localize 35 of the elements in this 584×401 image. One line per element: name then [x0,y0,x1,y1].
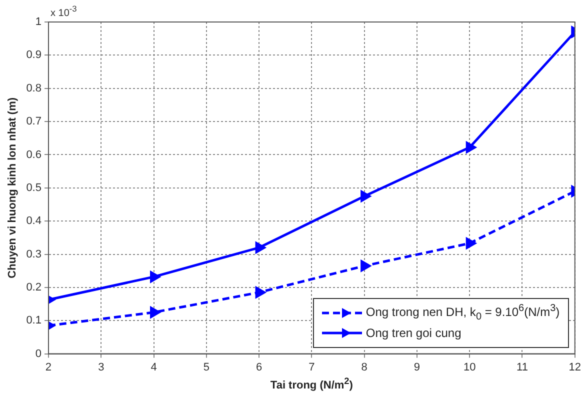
y-tick-label: 0.3 [26,248,42,260]
legend-label: Ong trong nen DH, k$_{0}$ = 9.10$^{6}$(N/m$^{3}$) [366,303,560,322]
y-tick-label: 0.6 [26,148,42,161]
x-tick-label: 8 [361,361,368,374]
point [360,190,371,202]
point [360,260,371,272]
point [466,142,476,153]
y-tick-label: 0.1 [26,314,42,327]
x-tick-label: 11 [516,361,528,374]
x-tick-label: 7 [308,361,315,374]
x-tick-label: 5 [203,361,210,374]
point [255,242,266,254]
y-tick-label: 0.9 [26,49,42,62]
y-tick-label: 0.2 [26,281,42,294]
x-axis-title: Tai trong (N/m$^{2}$) [270,376,353,392]
x-tick-label: 6 [256,361,262,374]
legend-label: Ong tren goi cung [366,326,462,340]
x-tick-label: 4 [150,361,157,374]
point [255,286,266,298]
point [150,271,160,282]
y-tick-label: 0.5 [26,182,42,194]
y-axis-title: Chuyen vi huong kinh lon nhat (m) [6,97,19,278]
text: x 10$^{-3}$ [50,4,77,20]
y-tick-label: 0 [35,348,42,360]
x-tick-label: 2 [45,361,52,374]
y-tick-label: 1 [35,16,42,28]
y-tick-label: 0.4 [26,215,42,228]
x-tick-label: 10 [463,361,476,374]
point [150,306,160,318]
y-tick-label: 0.8 [26,82,42,94]
point [466,238,476,249]
x-tick-label: 3 [98,361,104,374]
x-tick-label: 12 [568,361,582,374]
x-tick-label: 9 [414,361,420,374]
y-tick-label: 0.7 [26,116,42,128]
